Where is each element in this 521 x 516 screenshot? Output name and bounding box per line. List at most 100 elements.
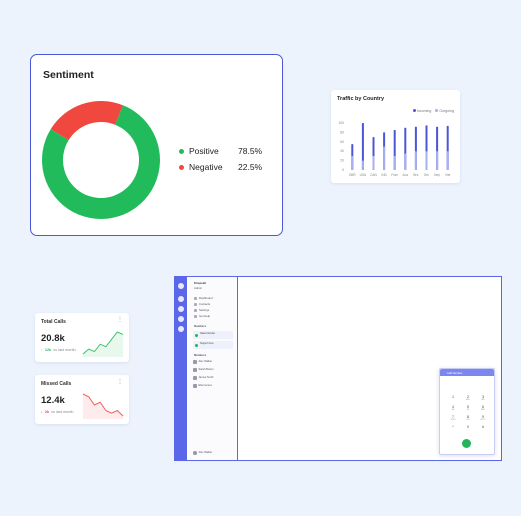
legend-incoming: Incoming — [412, 109, 431, 113]
sparkline-line — [82, 393, 124, 417]
x-tick-label: Aus — [403, 173, 409, 177]
y-tick-label: 100 — [338, 121, 344, 125]
total-calls-delta: 12k — [44, 348, 52, 352]
member-item[interactable]: James Smith — [193, 376, 214, 380]
bar-incoming — [361, 123, 364, 170]
x-tick-label: Ger — [424, 173, 430, 177]
x-tick-label: GBR — [349, 173, 357, 177]
traffic-card: Traffic by Country Incoming Outgoing 0 20… — [331, 90, 460, 183]
y-tick-label: 60 — [340, 140, 344, 144]
number-item[interactable]: Sales Number — [193, 331, 233, 339]
missed-calls-delta: 2k — [44, 410, 50, 414]
legend-negative: Negative 22.5% — [179, 162, 263, 172]
member-item[interactable]: Alex Walker — [193, 360, 212, 364]
rail-icon[interactable] — [177, 296, 184, 302]
sidebar-item-dashboard[interactable]: Dashboard — [194, 296, 213, 300]
arrow-down-icon: ↓ — [41, 410, 43, 414]
x-tick-label: Fran — [391, 173, 398, 177]
y-tick-label: 40 — [340, 149, 344, 153]
negative-dot — [179, 164, 184, 170]
dashboard-icon — [194, 296, 197, 300]
sidebar: Krispcall Admin Dashboard Contacts Setti… — [189, 277, 238, 460]
keypad-key[interactable]: 6 MNO — [480, 405, 486, 411]
missed-calls-label: Missed Calls — [41, 381, 72, 387]
sidebar-item-help[interactable]: Get Help — [194, 314, 210, 318]
rail-icon[interactable] — [177, 306, 184, 312]
traffic-bar-chart: 0 20 40 60 80 100 GBR USA CAN IND Fran Aus Bra Ger Nep… — [338, 121, 451, 177]
keypad-key[interactable]: 1 — [452, 395, 454, 399]
sentiment-title: Sentiment — [43, 69, 94, 81]
dialer-header: Call Number — [440, 369, 494, 376]
x-tick-label: Nep — [434, 173, 440, 177]
missed-calls-sparkline — [82, 393, 124, 419]
member-item[interactable]: Ella Gomez — [193, 384, 212, 388]
keypad-key[interactable]: 7 PQRS — [450, 415, 456, 421]
logo-icon[interactable] — [177, 283, 184, 289]
user-profile[interactable]: Alex Walker — [193, 451, 212, 455]
number-item[interactable]: Support Line — [193, 341, 233, 349]
x-tick-label: USA — [360, 173, 367, 177]
legend-positive-label: Positive — [189, 146, 219, 156]
keypad-key[interactable]: 9 WXYZ — [480, 415, 486, 421]
icon-rail — [175, 277, 187, 460]
rail-icon[interactable] — [177, 326, 184, 332]
keypad-key[interactable]: 2 ABC — [466, 395, 470, 401]
missed-calls-card: Missed Calls ⋮ 12.4k ↓ 2k vs last month — [35, 375, 129, 424]
keypad-key[interactable]: 5 JKL — [466, 405, 470, 411]
sentiment-card: Sentiment Positive 78.5% Negative 22.5% — [30, 54, 283, 236]
total-calls-label: Total Calls — [41, 319, 66, 325]
bar-outgoing — [414, 151, 417, 170]
total-calls-card: Total Calls ⋮ 20.8k ↑ 12k vs last month — [35, 313, 129, 362]
keypad-key[interactable]: 3 DEF — [481, 395, 485, 401]
bar-outgoing — [404, 153, 407, 170]
legend-outgoing: Outgoing — [435, 109, 454, 113]
legend-negative-label: Negative — [189, 162, 223, 172]
y-tick-label: 80 — [340, 130, 344, 134]
legend-negative-value: 22.5% — [238, 162, 263, 172]
gear-icon — [194, 308, 197, 312]
member-item[interactable]: Sarah Brown — [193, 368, 214, 372]
arrow-up-icon: ↑ — [41, 348, 43, 352]
y-tick-label: 20 — [340, 159, 344, 163]
keypad-key[interactable]: 8 TUV — [466, 415, 470, 421]
sidebar-item-contacts[interactable]: Contacts — [194, 302, 210, 306]
keypad-key[interactable]: # — [482, 425, 484, 429]
help-icon — [194, 314, 197, 318]
missed-calls-value: 12.4k — [41, 395, 65, 406]
more-icon[interactable]: ⋮ — [117, 317, 123, 323]
bar-outgoing — [425, 151, 428, 170]
avatar — [193, 360, 197, 364]
sentiment-donut-chart — [42, 101, 160, 219]
x-tick-label: Viet — [445, 173, 451, 177]
missed-calls-note: vs last month — [51, 410, 74, 414]
sparkline-area — [83, 332, 123, 357]
bar-outgoing — [446, 151, 449, 170]
keypad-key[interactable]: 4 GHI — [451, 405, 455, 411]
bar-outgoing — [372, 155, 375, 170]
sidebar-item-settings[interactable]: Settings — [194, 308, 209, 312]
sparkline-line — [82, 331, 124, 355]
y-tick-label: 0 — [342, 168, 344, 172]
total-calls-sparkline — [82, 331, 124, 357]
call-button[interactable] — [462, 439, 471, 448]
members-header: Members — [194, 353, 207, 357]
avatar — [193, 384, 197, 388]
bar-outgoing — [393, 155, 396, 170]
more-icon[interactable]: ⋮ — [117, 379, 123, 385]
rail-icon[interactable] — [177, 316, 184, 322]
total-calls-note: vs last month — [53, 348, 76, 352]
donut-slice-positive — [42, 105, 160, 219]
avatar — [193, 451, 197, 455]
workspace-sub: Admin — [194, 286, 202, 290]
legend-positive-value: 78.5% — [238, 146, 263, 156]
keypad-key[interactable]: * — [452, 425, 454, 429]
bar-outgoing — [351, 155, 354, 170]
traffic-title: Traffic by Country — [337, 96, 385, 102]
legend-positive: Positive 78.5% — [179, 146, 263, 156]
keypad-key[interactable]: 0 + — [467, 425, 469, 431]
total-calls-trend: ↑ 12k vs last month — [41, 348, 76, 352]
total-calls-value: 20.8k — [41, 333, 65, 344]
x-tick-label: Bra — [413, 173, 418, 177]
workspace-name[interactable]: Krispcall — [194, 281, 206, 285]
donut-slice-negative — [50, 101, 123, 141]
